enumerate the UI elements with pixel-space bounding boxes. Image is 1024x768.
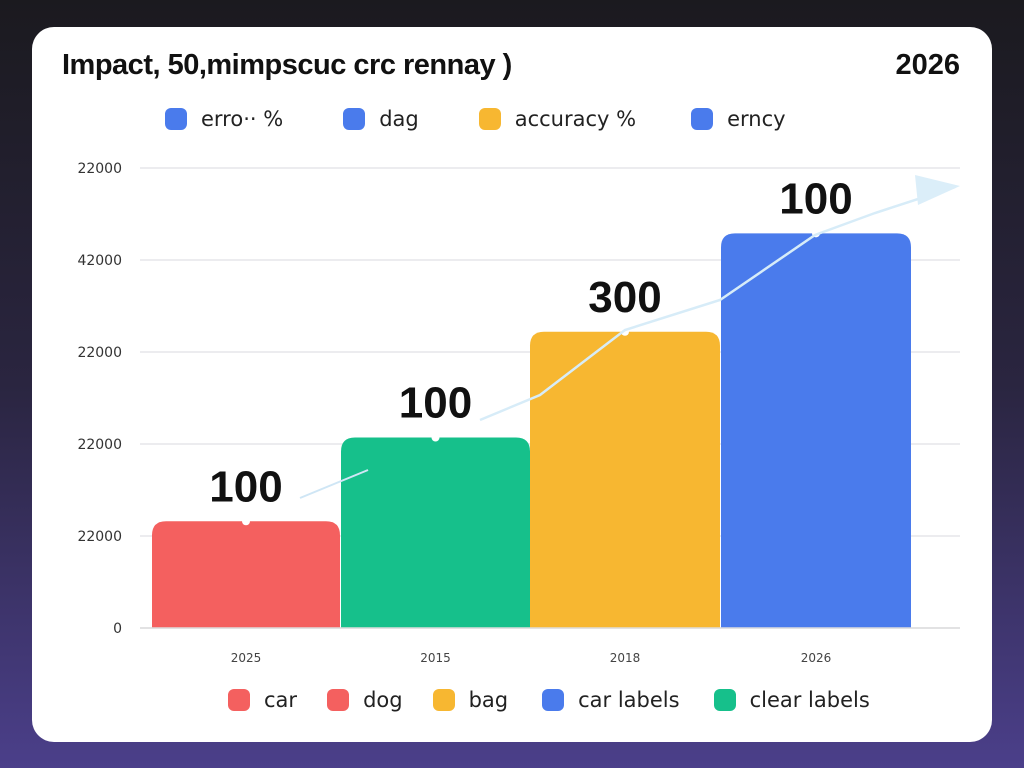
legend-swatch [228,689,250,711]
legend-item: erro·· % [165,107,283,131]
data-label: 100 [209,462,282,511]
y-tick-label: 22000 [77,161,122,177]
y-tick-label: 42000 [77,253,122,269]
x-tick-label: 2026 [801,651,832,665]
trend-line [299,469,369,499]
bar [341,437,530,628]
bar-top-marker [242,517,250,526]
chart-title: Impact, 50,mimpscuc crc rennay ) [62,49,512,81]
legend-item: clear labels [713,688,870,712]
legend-swatch [327,689,350,711]
legend-label: erro·· % [201,107,284,131]
legend-swatch [478,108,501,130]
legend-swatch [343,108,366,130]
corner-year-label: 2026 [895,49,960,81]
bar [530,331,720,628]
legend-swatch [432,689,455,711]
legend-label: dog [363,688,403,712]
y-tick-label: 0 [113,621,122,637]
legend-swatch [165,108,187,130]
legend-item: car labels [542,688,680,712]
legend-label: car [264,688,298,712]
legend-label: erncy [727,107,786,131]
data-label: 100 [399,379,472,428]
bottom-legend: car dog bag car labels clear labels [228,688,870,712]
legend-label: clear labels [749,688,870,712]
x-tick-label: 2015 [420,651,451,665]
legend-label: dag [379,107,419,131]
bar [721,233,911,628]
x-tick-label: 2025 [231,651,262,665]
legend-swatch [542,689,565,711]
legend-item: bag [432,688,509,712]
legend-swatch [713,689,736,711]
legend-item: erncy [691,107,786,131]
data-label: 100 [779,174,852,223]
trend-line [479,185,956,422]
y-tick-label: 22000 [77,529,122,545]
legend-swatch [691,108,714,130]
bar-top-marker [431,433,440,442]
data-label: 300 [588,273,661,322]
y-tick-label: 22000 [77,437,122,453]
legend-label: accuracy % [514,107,637,131]
legend-item: dag [343,107,419,131]
legend-item: car [228,688,297,712]
legend-label: car labels [578,688,680,712]
trend-arrow-head [915,175,960,205]
y-tick-label: 22000 [77,345,122,361]
legend-item: dog [327,688,403,712]
legend-label: bag [468,688,509,712]
legend-item: accuracy % [478,107,637,131]
x-tick-label: 2018 [610,651,641,665]
top-legend: erro·· % dag accuracy % erncy [165,107,786,131]
bar [152,521,340,628]
